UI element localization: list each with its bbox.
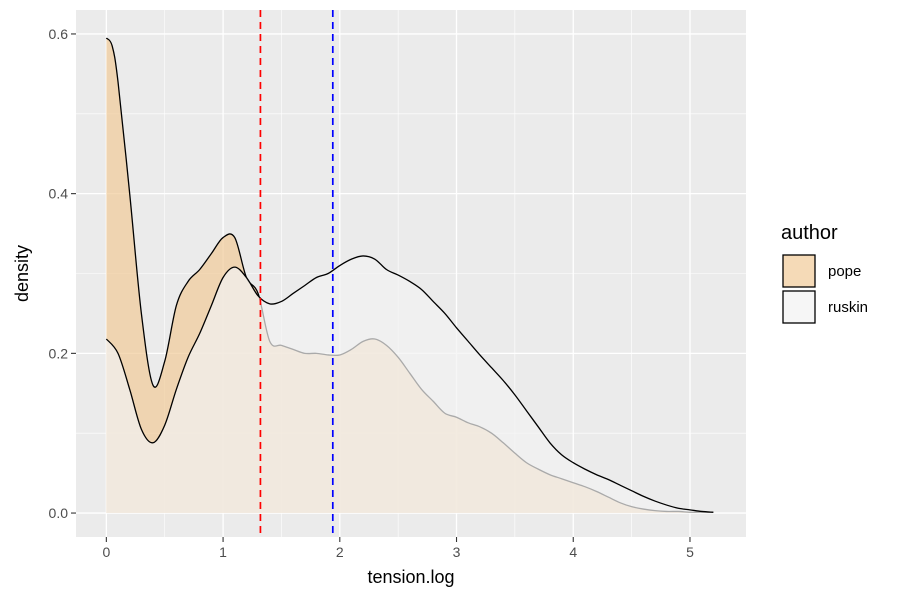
x-tick-label: 2: [336, 544, 344, 560]
x-tick-label: 4: [569, 544, 577, 560]
reference-lines: [259, 10, 334, 537]
density-line-ruskin: [105, 255, 714, 513]
y-tick-label: 0.0: [49, 505, 69, 521]
legend-key-pope: [782, 254, 816, 288]
legend-item-ruskin: ruskin: [782, 290, 868, 324]
y-tick-label: 0.4: [49, 186, 69, 202]
legend-label-ruskin: ruskin: [828, 299, 868, 316]
legend-item-pope: pope: [782, 254, 861, 288]
x-tick-label: 5: [686, 544, 694, 560]
x-tick-label: 3: [453, 544, 461, 560]
y-axis-ticks: 0.0 0.2 0.4 0.6: [49, 26, 76, 521]
y-axis-title: density: [12, 245, 32, 302]
x-axis-ticks: 0 1 2 3 4 5: [102, 537, 694, 560]
density-areas: [105, 37, 714, 514]
legend-key-ruskin: [782, 290, 816, 324]
x-tick-label: 1: [219, 544, 227, 560]
y-tick-label: 0.2: [49, 345, 69, 361]
legend-title: author: [781, 222, 838, 244]
y-tick-label: 0.6: [49, 26, 69, 42]
density-area-ruskin: [106, 255, 714, 514]
x-axis-title: tension.log: [367, 567, 454, 587]
legend: author pope ruskin: [781, 222, 868, 324]
legend-label-pope: pope: [828, 263, 861, 280]
x-tick-label: 0: [102, 544, 110, 560]
